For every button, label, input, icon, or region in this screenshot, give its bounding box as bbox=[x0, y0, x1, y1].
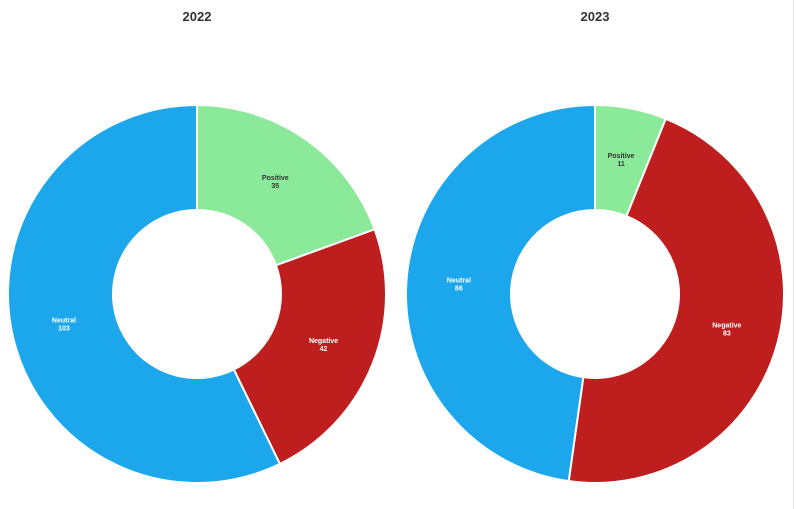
chart-title-2022: 2022 bbox=[182, 9, 212, 24]
donut-chart-2023: Positive 11 Negative 83 Neutral 86 bbox=[405, 104, 785, 484]
right-edge-divider bbox=[793, 0, 794, 509]
slice-label-negative-2022: Negative 42 bbox=[309, 338, 338, 353]
chart-title-2023: 2023 bbox=[580, 9, 610, 24]
slice-neutral-2023[interactable] bbox=[405, 104, 596, 483]
slice-label-neutral-2022: Neutral 103 bbox=[52, 318, 76, 333]
slice-positive-2022[interactable] bbox=[196, 104, 376, 267]
slice-label-positive-2022: Positive 35 bbox=[262, 175, 289, 190]
slice-negative-2022[interactable] bbox=[232, 228, 387, 465]
donut-chart-2022: Positive 35 Negative 42 Neutral 103 bbox=[7, 104, 387, 484]
slice-label-negative-2023: Negative 83 bbox=[712, 322, 741, 337]
slice-negative-2023[interactable] bbox=[567, 117, 785, 484]
slice-label-positive-2023: Positive 11 bbox=[608, 153, 635, 168]
slice-label-neutral-2023: Neutral 86 bbox=[447, 277, 471, 292]
slice-neutral-2022[interactable] bbox=[7, 104, 281, 484]
